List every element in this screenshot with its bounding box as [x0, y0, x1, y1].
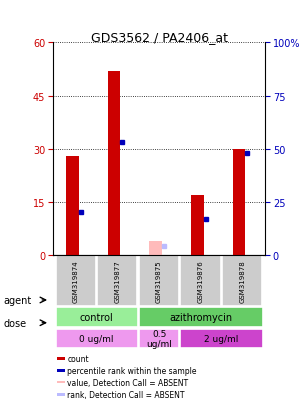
- Text: value, Detection Call = ABSENT: value, Detection Call = ABSENT: [67, 377, 188, 387]
- Text: azithromycin: azithromycin: [169, 312, 232, 322]
- Text: 0.5
ug/ml: 0.5 ug/ml: [146, 329, 172, 348]
- FancyBboxPatch shape: [180, 329, 263, 348]
- Bar: [57, 357, 65, 360]
- Text: GSM319875: GSM319875: [156, 260, 162, 302]
- FancyBboxPatch shape: [55, 308, 138, 327]
- Text: 2 ug/ml: 2 ug/ml: [204, 334, 239, 343]
- FancyBboxPatch shape: [97, 256, 138, 306]
- Text: percentile rank within the sample: percentile rank within the sample: [67, 366, 197, 375]
- Text: GSM319876: GSM319876: [198, 260, 204, 302]
- Bar: [57, 381, 65, 384]
- Text: GSM319874: GSM319874: [73, 260, 79, 302]
- Text: GSM319877: GSM319877: [115, 260, 121, 302]
- Bar: [57, 369, 65, 372]
- Text: GDS3562 / PA2406_at: GDS3562 / PA2406_at: [91, 31, 228, 44]
- Text: 0 ug/ml: 0 ug/ml: [79, 334, 114, 343]
- Text: agent: agent: [3, 295, 31, 305]
- Text: control: control: [80, 312, 114, 322]
- FancyBboxPatch shape: [222, 256, 262, 306]
- Bar: [149, 241, 162, 255]
- Text: rank, Detection Call = ABSENT: rank, Detection Call = ABSENT: [67, 390, 185, 399]
- FancyBboxPatch shape: [55, 329, 138, 348]
- Bar: [108, 71, 121, 255]
- FancyBboxPatch shape: [180, 256, 221, 306]
- Text: GSM319878: GSM319878: [239, 260, 245, 302]
- Bar: [191, 195, 204, 255]
- Text: count: count: [67, 354, 89, 363]
- Text: dose: dose: [3, 318, 26, 328]
- FancyBboxPatch shape: [139, 329, 179, 348]
- FancyBboxPatch shape: [139, 308, 263, 327]
- Bar: [57, 393, 65, 396]
- FancyBboxPatch shape: [55, 256, 96, 306]
- FancyBboxPatch shape: [139, 256, 179, 306]
- Bar: [233, 150, 245, 255]
- Bar: [66, 157, 79, 255]
